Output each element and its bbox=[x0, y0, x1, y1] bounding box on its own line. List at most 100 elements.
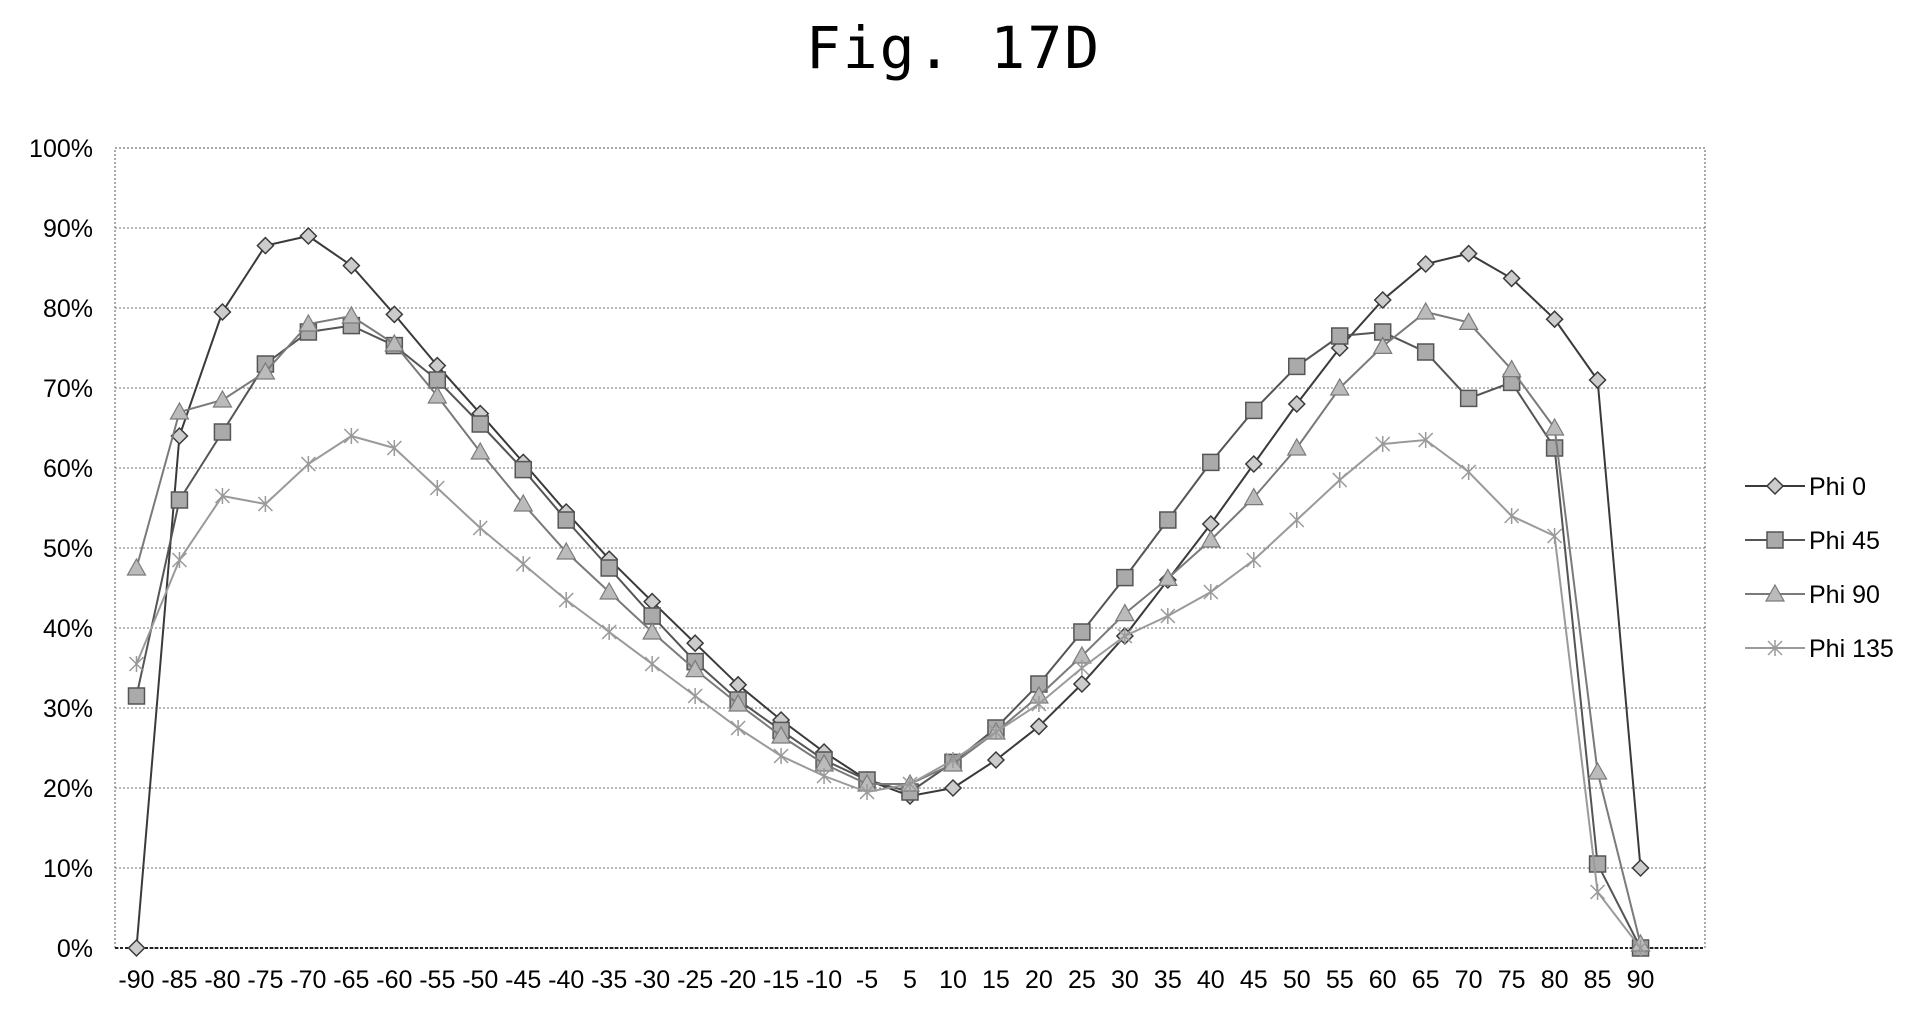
data-point bbox=[643, 607, 661, 625]
data-point bbox=[1588, 370, 1607, 390]
data-point bbox=[1502, 269, 1521, 288]
x-tick-label: -65 bbox=[333, 966, 369, 994]
data-point bbox=[1029, 717, 1048, 736]
x-tick-label: -60 bbox=[376, 966, 412, 994]
data-point bbox=[859, 784, 875, 800]
series-phi-0 bbox=[127, 226, 1650, 958]
data-point bbox=[127, 938, 146, 958]
data-point bbox=[471, 415, 490, 433]
x-tick-label: 5 bbox=[903, 966, 917, 994]
data-point bbox=[342, 256, 361, 275]
x-tick-label: 25 bbox=[1068, 966, 1096, 994]
data-point bbox=[1764, 583, 1786, 602]
data-point bbox=[1244, 454, 1263, 474]
data-point bbox=[384, 333, 405, 352]
data-point bbox=[170, 491, 189, 509]
data-point bbox=[728, 693, 749, 712]
legend: Phi 0 Phi 45 Phi 90 Phi 135 bbox=[1745, 473, 1894, 663]
data-point bbox=[1288, 357, 1306, 376]
data-point bbox=[126, 557, 147, 576]
x-tick-label: 65 bbox=[1412, 966, 1440, 994]
y-axis-ticks: 0% 10% 20% 30% 40% 50% 60% 70% 80% 90% 100% bbox=[29, 135, 93, 963]
series-line bbox=[135, 310, 1642, 945]
data-point bbox=[1588, 855, 1607, 873]
x-tick-label: -20 bbox=[720, 966, 756, 994]
legend-item: Phi 90 bbox=[1745, 581, 1880, 609]
x-tick-label: 60 bbox=[1369, 966, 1397, 994]
x-tick-label: 55 bbox=[1326, 966, 1354, 994]
series-line bbox=[135, 324, 1642, 949]
data-point bbox=[1459, 244, 1478, 263]
series-line bbox=[135, 234, 1642, 949]
data-point bbox=[514, 460, 532, 479]
data-point bbox=[1031, 696, 1047, 712]
data-point bbox=[1416, 343, 1435, 361]
data-point bbox=[427, 385, 448, 404]
x-tick-label: 85 bbox=[1584, 966, 1612, 994]
y-tick-label: 100% bbox=[29, 135, 93, 163]
x-tick-label: -5 bbox=[856, 966, 878, 994]
data-point bbox=[1243, 487, 1264, 506]
data-point bbox=[128, 656, 145, 672]
x-tick-label: -85 bbox=[161, 966, 197, 994]
data-point bbox=[988, 724, 1004, 740]
y-tick-label: 0% bbox=[57, 935, 93, 963]
data-point bbox=[1203, 584, 1219, 600]
series-phi-135 bbox=[128, 428, 1649, 956]
x-tick-label: -10 bbox=[806, 966, 842, 994]
data-point bbox=[1157, 568, 1178, 587]
data-point bbox=[1504, 508, 1520, 524]
x-tick-label: -15 bbox=[763, 966, 799, 994]
data-point bbox=[1547, 528, 1563, 544]
legend-label: Phi 0 bbox=[1809, 473, 1866, 501]
data-point bbox=[257, 496, 273, 512]
y-tick-label: 50% bbox=[43, 535, 93, 563]
data-point bbox=[429, 480, 445, 496]
data-point bbox=[1329, 377, 1350, 396]
gridlines bbox=[115, 227, 1705, 949]
data-point bbox=[472, 520, 488, 536]
data-point bbox=[212, 389, 233, 408]
data-point bbox=[945, 752, 961, 768]
x-tick-label: -55 bbox=[419, 966, 455, 994]
x-tick-label: 10 bbox=[939, 966, 967, 994]
data-point bbox=[1587, 761, 1608, 780]
x-tick-label: -40 bbox=[548, 966, 584, 994]
data-point bbox=[300, 456, 316, 472]
data-point bbox=[1159, 511, 1177, 529]
y-tick-label: 20% bbox=[43, 775, 93, 803]
data-point bbox=[343, 428, 359, 444]
data-point bbox=[386, 440, 402, 456]
data-point bbox=[298, 313, 319, 332]
data-point bbox=[644, 656, 660, 672]
x-tick-label: 75 bbox=[1498, 966, 1526, 994]
x-tick-label: 45 bbox=[1240, 966, 1268, 994]
data-point bbox=[1767, 640, 1783, 656]
data-point bbox=[1246, 552, 1262, 568]
data-point bbox=[771, 725, 792, 744]
x-axis-ticks: -90 -85 -80 -75 -70 -65 -60 -55 -50 -45 -40 -35 -30-… bbox=[118, 966, 1654, 994]
data-point bbox=[1418, 432, 1434, 448]
data-point bbox=[1766, 531, 1784, 549]
data-point bbox=[470, 441, 491, 460]
data-point bbox=[1545, 439, 1564, 457]
data-point bbox=[1501, 359, 1522, 378]
data-point bbox=[1289, 512, 1305, 528]
legend-label: Phi 90 bbox=[1809, 581, 1880, 609]
data-point bbox=[341, 305, 362, 324]
data-point bbox=[1372, 336, 1393, 354]
series-line bbox=[135, 434, 1642, 949]
data-point bbox=[556, 541, 577, 560]
data-point bbox=[1074, 660, 1090, 676]
data-point bbox=[730, 720, 746, 736]
y-tick-label: 40% bbox=[43, 615, 93, 643]
data-point bbox=[1286, 437, 1307, 456]
data-point bbox=[1114, 603, 1135, 622]
data-point bbox=[1545, 310, 1564, 329]
data-point bbox=[986, 750, 1006, 770]
data-point bbox=[299, 226, 318, 246]
data-point bbox=[1330, 327, 1349, 345]
data-point bbox=[127, 687, 146, 705]
x-tick-label: -35 bbox=[591, 966, 627, 994]
